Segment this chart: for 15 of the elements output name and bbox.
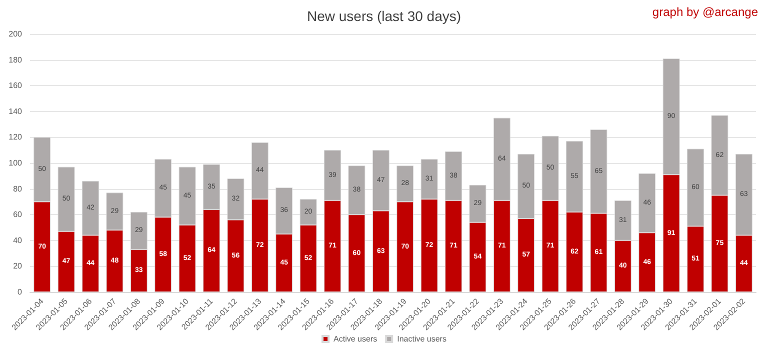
y-tick-label: 0 [18, 288, 23, 296]
y-tick-label: 60 [13, 210, 23, 220]
y-tick-label: 20 [13, 262, 23, 271]
y-tick-label: 180 [8, 55, 23, 64]
y-tick-label: 40 [13, 236, 23, 245]
text: graph by @arcange [652, 5, 758, 19]
y-tick-label: 160 [8, 81, 23, 90]
y-tick-label: 80 [13, 184, 23, 194]
chart-title: New users (last 30 days) [306, 8, 462, 24]
y-tick-label: 120 [8, 132, 23, 142]
legend-label: Active users [334, 334, 378, 344]
y-tick-label: 100 [8, 158, 23, 168]
y-tick-label: 140 [8, 106, 23, 116]
legend-label: Inactive users [397, 334, 446, 344]
y-tick-label: 200 [8, 30, 23, 38]
